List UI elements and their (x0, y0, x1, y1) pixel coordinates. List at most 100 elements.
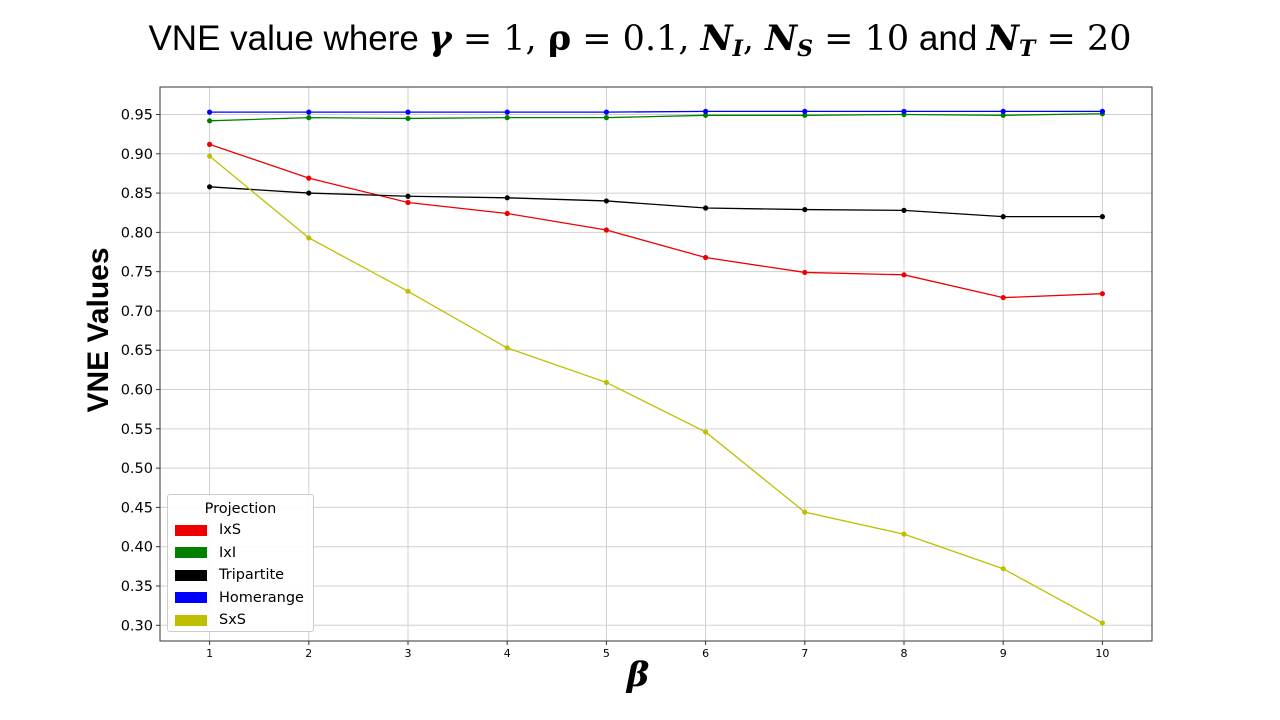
data-point (1000, 566, 1006, 572)
x-tick-label: 5 (603, 647, 610, 660)
data-point (1000, 294, 1006, 301)
data-point (901, 108, 907, 114)
data-point (306, 235, 312, 241)
data-point (1000, 108, 1006, 114)
legend: Projection IxS IxI Tripartite Homerange SxS (167, 494, 314, 632)
x-tick-label: 3 (405, 647, 412, 660)
title-ni-symbol: N (700, 18, 733, 59)
legend-item-ixi: IxI (168, 542, 313, 565)
data-point (405, 109, 411, 115)
x-tick-label: 2 (305, 647, 312, 660)
y-tick-label: 0.90 (121, 147, 153, 163)
legend-swatch (175, 547, 207, 559)
y-tick-label: 0.55 (121, 422, 153, 438)
data-point (1099, 620, 1105, 626)
data-point (504, 195, 510, 201)
title-ns-symbol: N (765, 18, 798, 59)
series-line-ixi (209, 113, 1103, 122)
x-tick-label: 6 (702, 647, 709, 660)
data-point (306, 175, 312, 181)
data-point (802, 108, 808, 114)
data-point (603, 379, 610, 386)
plot-frame (159, 86, 1153, 642)
data-point (603, 109, 610, 115)
data-point (703, 108, 709, 114)
legend-swatch (175, 614, 207, 626)
x-tick-label: 9 (1000, 647, 1007, 660)
legend-item-tripartite: Tripartite (168, 564, 313, 587)
legend-label: Homerange (219, 589, 304, 606)
legend-title: Projection (204, 501, 277, 517)
data-point (207, 184, 213, 190)
title-nt-symbol: N (987, 18, 1020, 59)
legend-item-homerange: Homerange (168, 587, 313, 610)
legend-label: IxS (219, 522, 242, 539)
legend-item-ixs: IxS (168, 519, 313, 542)
data-point (703, 429, 709, 435)
y-tick-label: 0.70 (121, 304, 153, 320)
title-prefix: VNE value where (148, 19, 429, 58)
data-point (207, 141, 213, 147)
title-ns-subscript: S (797, 36, 814, 62)
series-line-ixs (209, 143, 1103, 299)
y-tick-label: 0.60 (121, 383, 153, 399)
legend-swatch (175, 569, 207, 581)
y-tick-label: 0.85 (121, 186, 153, 202)
chart-title: VNE value where γ = 1, ρ = 0.1, NI, NS =… (0, 18, 1280, 62)
data-point (504, 210, 510, 217)
data-point (603, 115, 610, 121)
data-point (603, 227, 610, 233)
title-nt-subscript: T (1019, 36, 1036, 62)
data-point (504, 345, 510, 351)
legend-item-sxs: SxS (168, 609, 313, 632)
y-axis-label: VNE Values (82, 247, 115, 412)
title-gamma-value: = 1, (451, 19, 548, 59)
title-ns-value: = 10 (813, 19, 910, 59)
data-point (703, 112, 709, 118)
x-tick-label: 10 (1095, 647, 1109, 660)
data-point (802, 509, 808, 515)
y-tick-label: 0.75 (121, 265, 153, 281)
series-lines (207, 108, 1105, 626)
series-line-sxs (209, 155, 1103, 624)
series-line-homerange (209, 110, 1103, 113)
data-point (207, 118, 213, 124)
data-point (703, 254, 709, 261)
title-rho-symbol: ρ (547, 18, 572, 59)
x-tick-label: 4 (504, 647, 511, 660)
legend-label: SxS (219, 612, 246, 629)
data-point (901, 207, 907, 213)
y-tick-label: 0.65 (121, 343, 153, 359)
data-point (207, 109, 213, 115)
title-ni-subscript: I (732, 36, 743, 62)
data-point (504, 109, 510, 115)
y-tick-label: 0.95 (121, 108, 153, 124)
data-point (504, 115, 510, 121)
data-point (306, 115, 312, 121)
y-tick-label: 0.50 (121, 461, 153, 477)
data-point (802, 269, 808, 276)
data-point (405, 199, 411, 206)
data-point (802, 206, 808, 213)
data-point (1000, 112, 1006, 118)
data-point (405, 193, 411, 199)
y-tick-label: 0.80 (121, 225, 153, 241)
y-tick-label: 0.30 (121, 618, 153, 634)
data-point (1099, 291, 1105, 297)
x-tick-label: 7 (801, 647, 808, 660)
series-line-tripartite (209, 186, 1103, 218)
legend-label: Tripartite (219, 567, 285, 584)
data-point (1000, 214, 1006, 220)
data-point (207, 153, 213, 159)
data-point (901, 272, 907, 278)
data-point (1099, 214, 1105, 220)
legend-swatch (175, 592, 207, 604)
series-homerange (207, 108, 1105, 115)
title-separator: , (742, 19, 766, 59)
series-tripartite (207, 184, 1105, 220)
title-nt-value: = 20 (1035, 19, 1132, 59)
x-axis-label: β (625, 655, 650, 695)
y-tick-label: 0.40 (121, 540, 153, 556)
data-point (405, 288, 411, 294)
